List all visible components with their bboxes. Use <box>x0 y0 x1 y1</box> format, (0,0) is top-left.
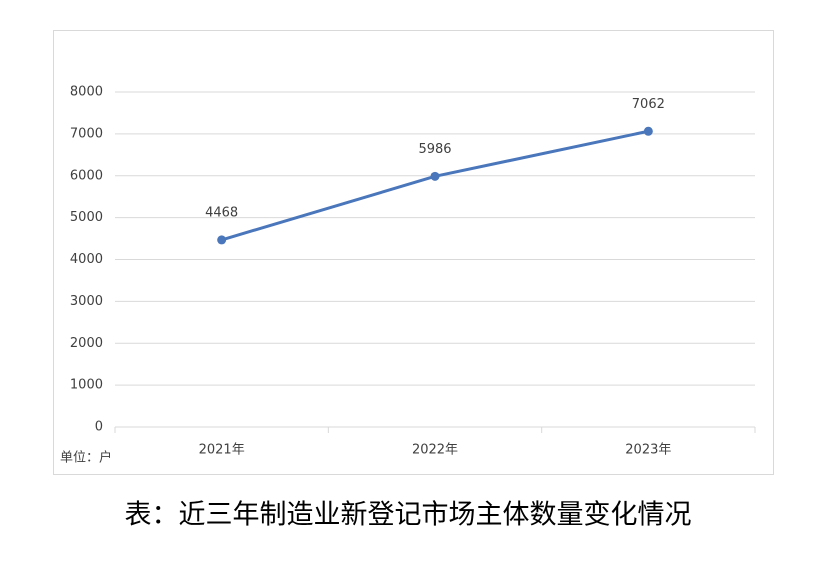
y-tick-label: 4000 <box>70 252 103 267</box>
x-tick-label: 2021年 <box>199 443 245 458</box>
y-tick-label: 3000 <box>70 294 103 309</box>
y-tick-label: 2000 <box>70 336 103 351</box>
data-label: 5986 <box>418 142 451 157</box>
y-tick-label: 8000 <box>70 85 103 100</box>
x-tick-label: 2022年 <box>412 443 458 458</box>
data-label: 7062 <box>632 97 665 112</box>
y-tick-label: 5000 <box>70 210 103 225</box>
y-tick-label: 0 <box>95 420 103 435</box>
point <box>217 235 227 245</box>
x-tick-label: 2023年 <box>625 443 671 458</box>
point <box>643 126 653 136</box>
data-label: 4468 <box>205 205 238 220</box>
y-tick-label: 6000 <box>70 168 103 183</box>
chart-frame <box>53 30 774 475</box>
point <box>430 171 440 181</box>
caption: 表：近三年制造业新登记市场主体数量变化情况 <box>125 500 692 531</box>
y-tick-label: 1000 <box>70 378 103 393</box>
unit-note: 单位：户 <box>60 450 112 466</box>
y-tick-label: 7000 <box>70 126 103 141</box>
